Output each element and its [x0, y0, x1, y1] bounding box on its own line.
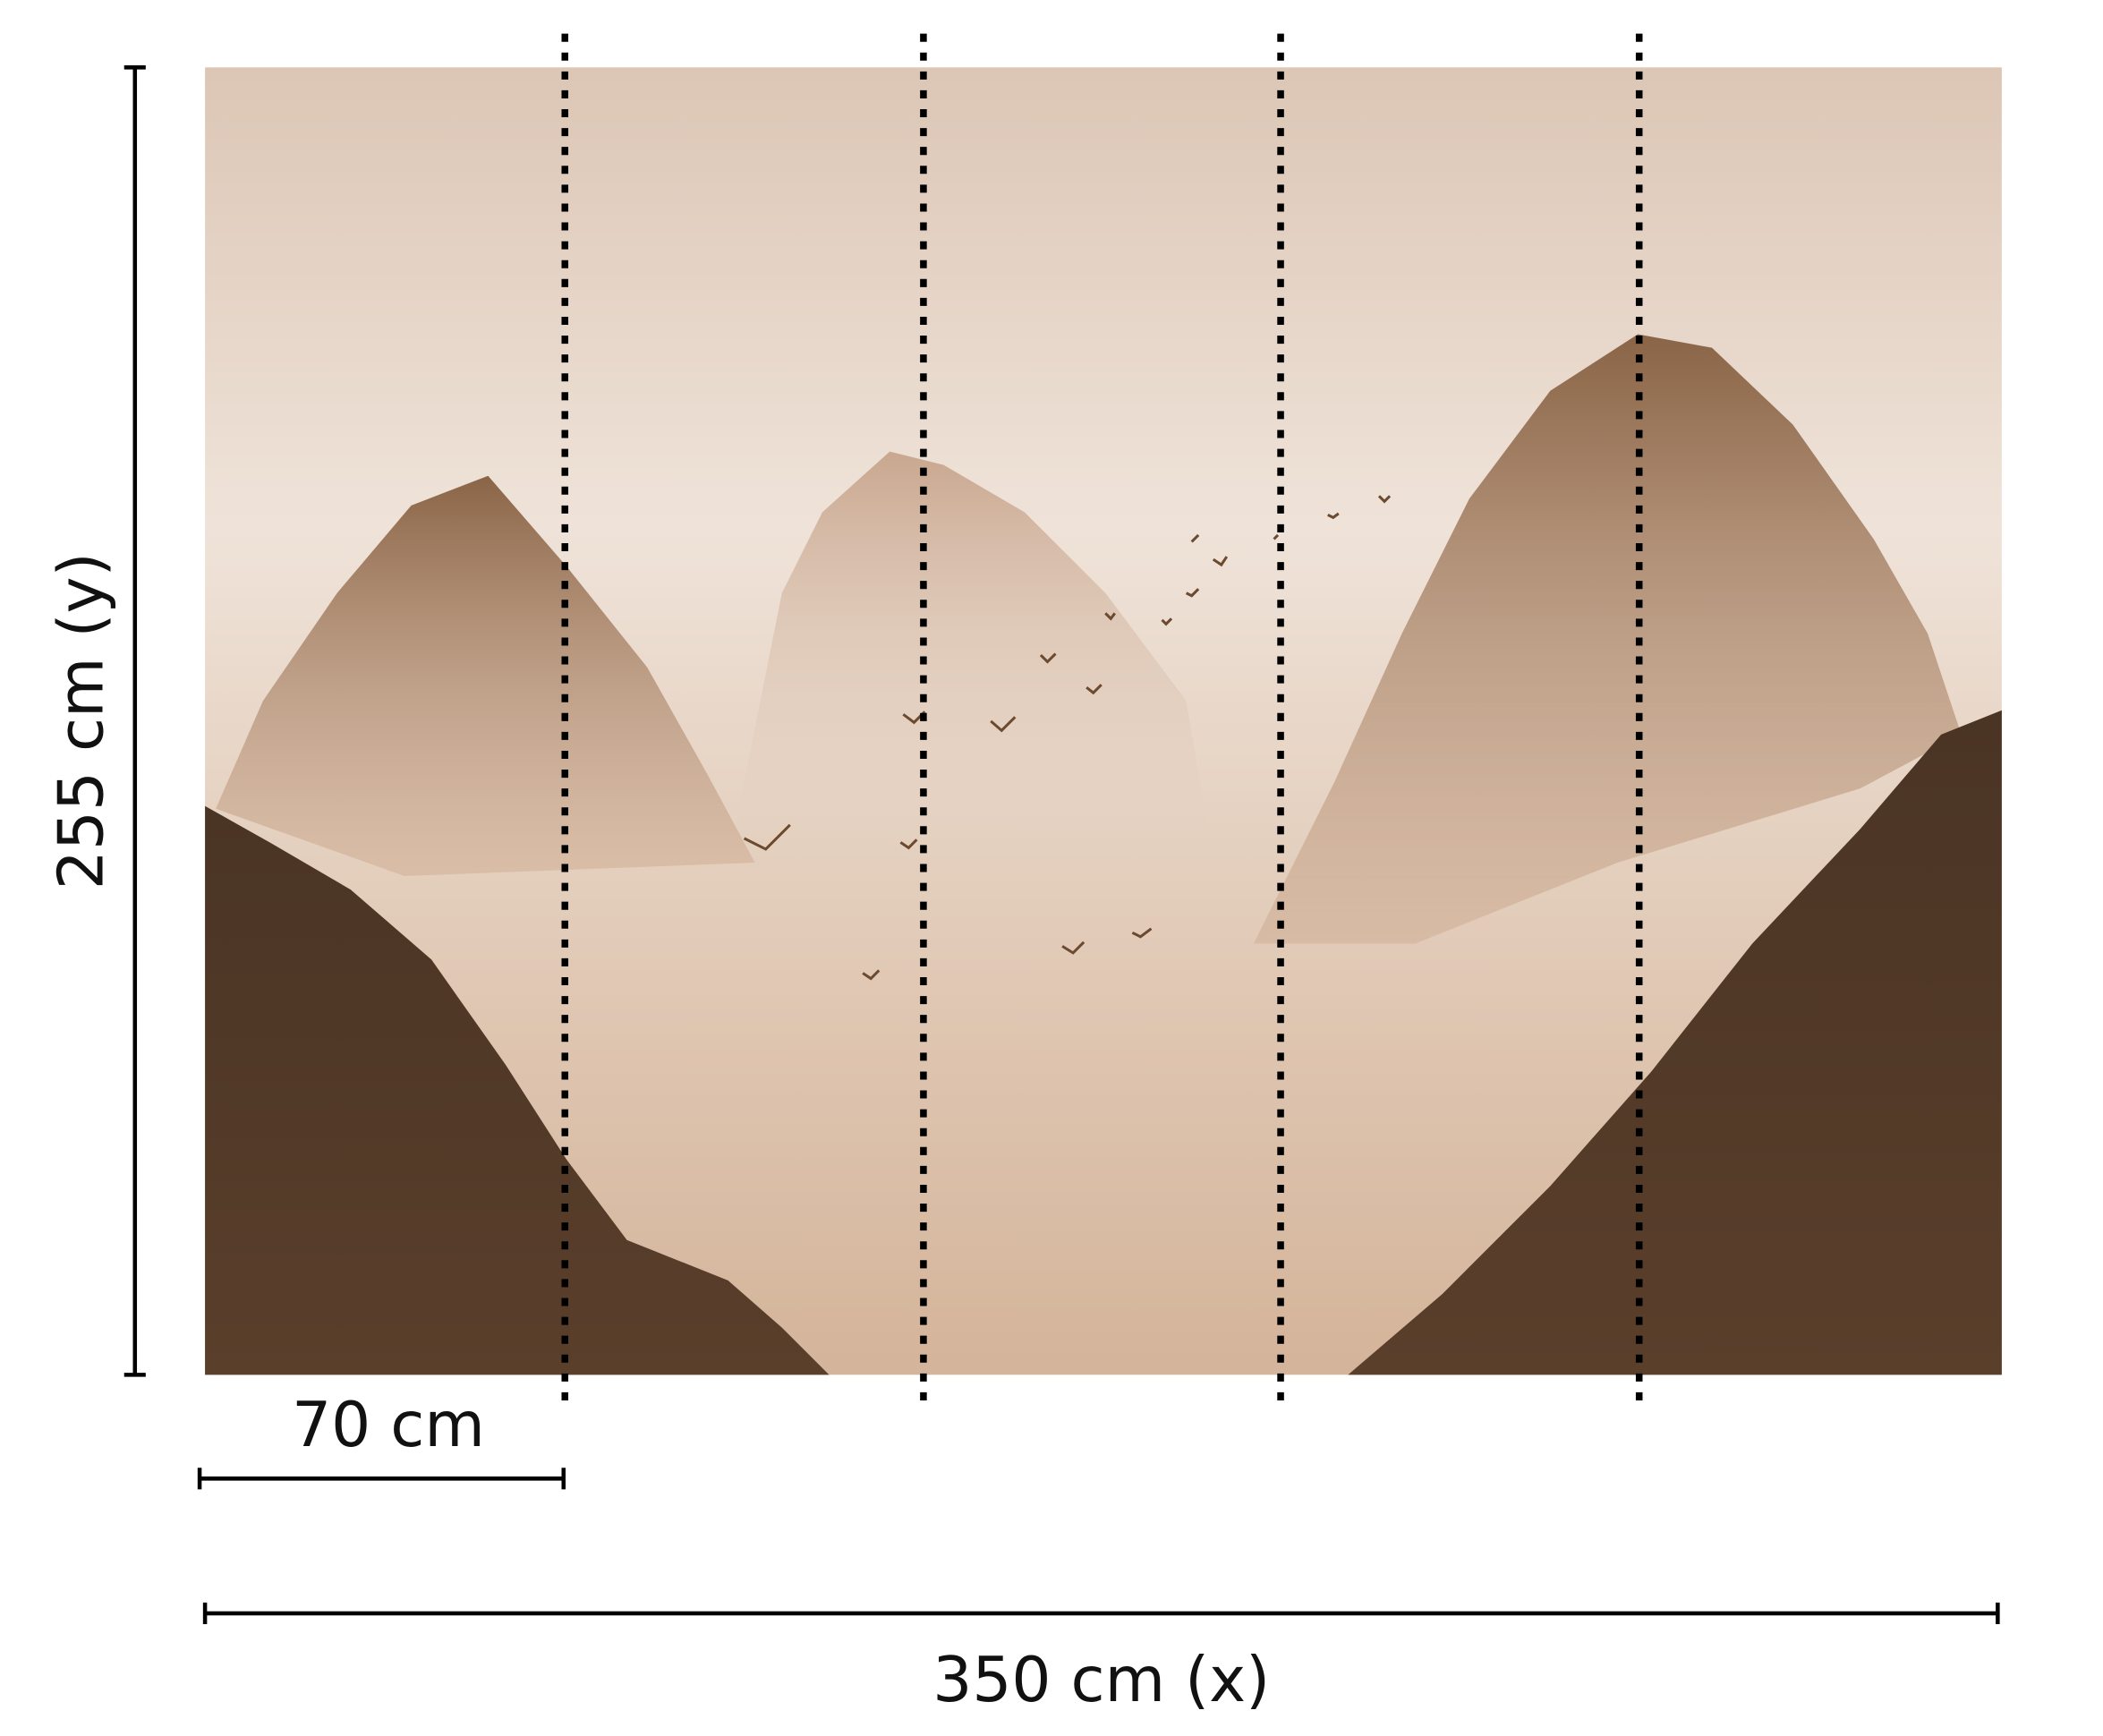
height-dimension [123, 65, 146, 1377]
birds-flock [743, 495, 1392, 981]
mural-image [205, 67, 2002, 1375]
height-label: 255 cm (y) [47, 552, 118, 889]
left-foreground-mountain [205, 805, 830, 1375]
misty-center-mountain [728, 451, 1213, 863]
right-back-mountain [1253, 334, 1962, 944]
total-width-label: 350 cm (x) [932, 1645, 1270, 1716]
total-width-dimension [202, 1602, 2000, 1624]
panel-width-label: 70 cm [292, 1390, 485, 1461]
right-foreground-mountain [1348, 710, 2002, 1375]
panel-dividers [561, 33, 1643, 1408]
left-back-mountain [216, 475, 755, 877]
panel-width-dimension [197, 1468, 566, 1490]
